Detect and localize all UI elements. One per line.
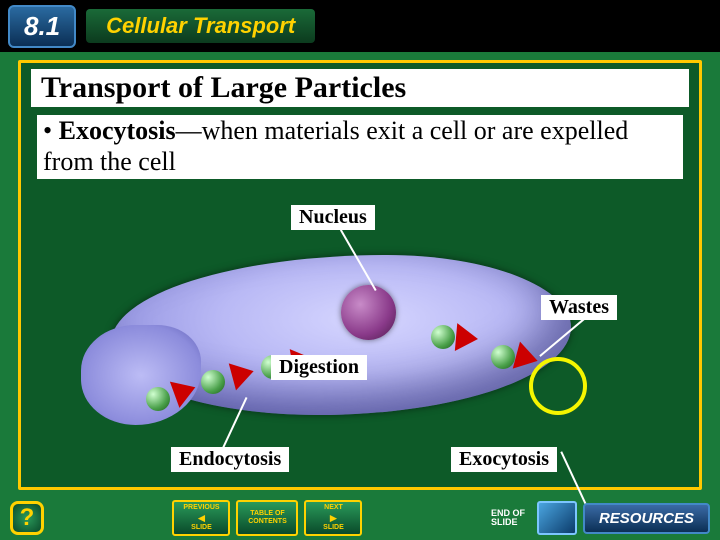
arrow-right-icon: ► (328, 512, 340, 524)
exocytosis-highlight (529, 357, 587, 415)
end-of-slide-label: END OF SLIDE (491, 509, 531, 528)
vesicle (201, 370, 225, 394)
chapter-title: Cellular Transport (86, 9, 315, 43)
slide-title: Transport of Large Particles (31, 69, 689, 107)
label-digestion: Digestion (271, 355, 367, 380)
label-nucleus: Nucleus (291, 205, 375, 230)
flow-arrow-icon (455, 323, 479, 353)
bullet-keyword: Exocytosis (59, 116, 176, 145)
help-button[interactable]: ? (10, 501, 44, 535)
vesicle (431, 325, 455, 349)
footer-bar: ? PREVIOUS ◄ SLIDE TABLE OF CONTENTS NEX… (0, 496, 720, 540)
label-wastes: Wastes (541, 295, 617, 320)
resources-button[interactable]: RESOURCES (583, 503, 710, 534)
bullet-item: • Exocytosis—when materials exit a cell … (37, 115, 683, 179)
footer-right: END OF SLIDE RESOURCES (491, 501, 710, 535)
nucleus-shape (341, 285, 396, 340)
label-exocytosis: Exocytosis (451, 447, 557, 472)
previous-slide-button[interactable]: PREVIOUS ◄ SLIDE (172, 500, 230, 536)
nav-label-bottom: SLIDE (191, 524, 212, 532)
nav-label-bottom: CONTENTS (248, 518, 287, 526)
nav-label-top: TABLE OF (250, 510, 284, 518)
table-of-contents-button[interactable]: TABLE OF CONTENTS (236, 500, 298, 536)
end-of-slide-icon (537, 501, 577, 535)
section-number-badge: 8.1 (8, 5, 76, 48)
slide-root: 8.1 Cellular Transport Transport of Larg… (0, 0, 720, 540)
nav-label-bottom: SLIDE (323, 524, 344, 532)
cell-diagram: Nucleus Wastes Digestion Endocytosis Exo… (51, 195, 669, 477)
nav-group: PREVIOUS ◄ SLIDE TABLE OF CONTENTS NEXT … (172, 500, 362, 536)
content-panel: Transport of Large Particles • Exocytosi… (18, 60, 702, 490)
label-endocytosis: Endocytosis (171, 447, 289, 472)
arrow-left-icon: ◄ (196, 512, 208, 524)
header-bar: 8.1 Cellular Transport (0, 0, 720, 52)
bullet-marker: • (43, 115, 52, 146)
next-slide-button[interactable]: NEXT ► SLIDE (304, 500, 362, 536)
vesicle (491, 345, 515, 369)
content-inner: Transport of Large Particles • Exocytosi… (21, 63, 699, 487)
vesicle (146, 387, 170, 411)
